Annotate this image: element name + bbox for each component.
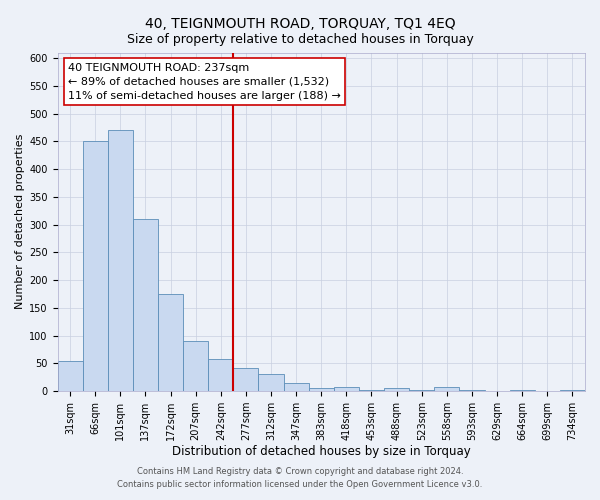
Bar [284, 383, 308, 391]
Text: 40, TEIGNMOUTH ROAD, TORQUAY, TQ1 4EQ: 40, TEIGNMOUTH ROAD, TORQUAY, TQ1 4EQ [145, 18, 455, 32]
Bar [83, 142, 108, 391]
Bar [108, 130, 133, 391]
Bar [384, 388, 409, 391]
Text: 40 TEIGNMOUTH ROAD: 237sqm
← 89% of detached houses are smaller (1,532)
11% of s: 40 TEIGNMOUTH ROAD: 237sqm ← 89% of deta… [68, 62, 341, 100]
Bar [308, 388, 334, 391]
Bar [183, 341, 208, 391]
Y-axis label: Number of detached properties: Number of detached properties [15, 134, 25, 310]
Bar [460, 390, 485, 391]
X-axis label: Distribution of detached houses by size in Torquay: Distribution of detached houses by size … [172, 444, 470, 458]
Bar [259, 374, 284, 391]
Bar [58, 360, 83, 391]
Bar [334, 386, 359, 391]
Bar [509, 390, 535, 391]
Bar [158, 294, 183, 391]
Text: Size of property relative to detached houses in Torquay: Size of property relative to detached ho… [127, 32, 473, 46]
Bar [233, 368, 259, 391]
Bar [409, 390, 434, 391]
Bar [359, 390, 384, 391]
Text: Contains HM Land Registry data © Crown copyright and database right 2024.
Contai: Contains HM Land Registry data © Crown c… [118, 468, 482, 489]
Bar [434, 386, 460, 391]
Bar [485, 390, 509, 391]
Bar [560, 390, 585, 391]
Bar [133, 219, 158, 391]
Bar [208, 359, 233, 391]
